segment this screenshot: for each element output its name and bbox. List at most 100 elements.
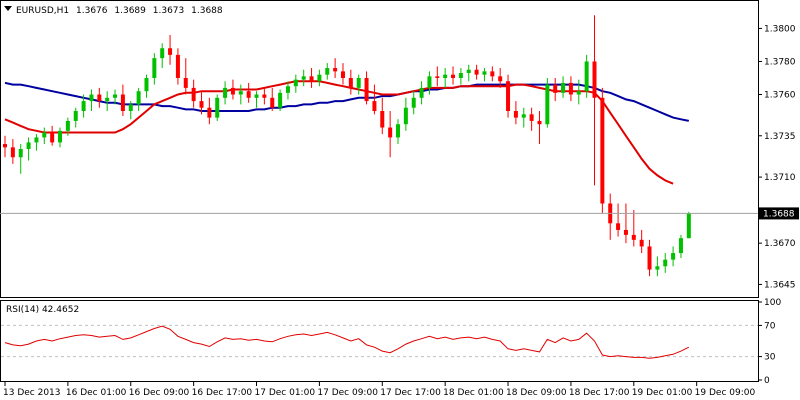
time-tick-label: 18 Dec 17:00	[569, 388, 630, 398]
candle-body	[325, 68, 330, 75]
candle-body	[215, 97, 220, 118]
candle	[42, 127, 47, 145]
candle-body	[561, 82, 566, 93]
candle-body	[356, 77, 361, 88]
candle-body	[458, 73, 463, 78]
candle	[388, 111, 393, 158]
candle	[152, 53, 157, 85]
candle	[160, 43, 165, 69]
candle-body	[230, 87, 235, 95]
time-tick-label: 16 Dec 17:00	[192, 388, 253, 398]
candle	[529, 107, 534, 131]
candle-body	[490, 71, 495, 77]
time-tick-label: 19 Dec 01:00	[632, 388, 693, 398]
candle	[506, 74, 511, 118]
candle	[58, 127, 63, 148]
candle	[647, 239, 652, 277]
candle-body	[419, 87, 424, 98]
price-tick-label: 1.3735	[764, 132, 796, 142]
candle-body	[246, 91, 251, 98]
candle	[128, 101, 133, 120]
candle	[678, 234, 683, 259]
rsi-tick-label: 30	[764, 353, 776, 363]
candle-body	[396, 124, 400, 138]
candle-body	[372, 101, 377, 112]
price-axis: 1.3800 1.3780 1.3760 1.3735 1.3710 1.3670 1.36…	[758, 24, 796, 290]
candle-body	[65, 120, 70, 131]
candle	[521, 107, 526, 128]
candle-body	[623, 229, 628, 235]
candle-body	[451, 74, 456, 78]
candle	[81, 94, 86, 118]
candle-body	[521, 114, 526, 118]
candle-body	[120, 94, 125, 112]
candle-body	[411, 97, 416, 108]
candle-body	[333, 68, 338, 72]
candle-body	[223, 87, 228, 98]
candle	[10, 139, 15, 164]
candle-body	[26, 142, 31, 149]
candle-body	[3, 144, 7, 148]
ohlc-open: 1.3676	[76, 6, 108, 16]
time-tick-label: 17 Dec 09:00	[317, 388, 378, 398]
candle-body	[160, 48, 165, 59]
candle	[73, 107, 78, 128]
candle	[561, 76, 566, 98]
candle	[655, 256, 660, 277]
candle	[3, 135, 7, 158]
candle	[246, 82, 251, 103]
candle-body	[466, 69, 471, 74]
candle-body	[348, 77, 353, 88]
time-tick-label: 13 Dec 2013	[3, 388, 61, 398]
candle	[207, 97, 212, 125]
candle	[144, 74, 149, 98]
candle-body	[199, 101, 204, 108]
price-tick-label: 1.3710	[764, 173, 796, 183]
candle	[348, 69, 353, 95]
price-tick-label: 1.3800	[764, 24, 796, 34]
candle-body	[152, 58, 157, 78]
candle	[419, 81, 424, 105]
candle	[568, 76, 573, 102]
collapse-triangle-icon[interactable]	[4, 6, 12, 11]
candle	[545, 77, 550, 128]
candle	[403, 97, 408, 131]
candle-body	[506, 81, 511, 112]
candle-body	[10, 147, 15, 158]
candle-body	[678, 238, 683, 254]
candle	[301, 69, 306, 87]
candle-body	[340, 71, 345, 78]
candle-body	[576, 91, 581, 95]
candle	[600, 87, 605, 214]
candle-body	[128, 104, 133, 112]
candle-body	[262, 94, 267, 98]
candle	[136, 87, 141, 112]
time-tick-label: 17 Dec 17:00	[380, 388, 441, 398]
candle	[584, 54, 589, 98]
candle	[215, 94, 220, 121]
candle-body	[388, 127, 393, 138]
candle-body	[58, 130, 63, 143]
candle	[50, 125, 55, 146]
candle-body	[175, 54, 180, 78]
main-pane-border	[0, 0, 759, 298]
main-pane: 1.3800 1.3780 1.3760 1.3735 1.3710 1.3670 1.36…	[0, 0, 799, 298]
price-tick-label: 1.3780	[764, 57, 796, 67]
candle	[639, 229, 644, 254]
candle	[513, 101, 518, 125]
candle	[285, 81, 290, 100]
candle	[238, 84, 243, 105]
candle-body	[293, 79, 298, 87]
time-tick-label: 16 Dec 01:00	[66, 388, 127, 398]
price-tick-label: 1.3670	[764, 239, 796, 249]
candle	[168, 35, 173, 65]
rsi-line	[4, 325, 690, 359]
candle	[191, 79, 196, 108]
candle	[372, 84, 377, 115]
candle	[230, 79, 235, 100]
candle-body	[616, 223, 621, 230]
candle	[427, 71, 432, 95]
candle	[364, 71, 369, 105]
time-axis: 13 Dec 2013 16 Dec 01:00 16 Dec 09:00 16 De…	[3, 382, 755, 398]
